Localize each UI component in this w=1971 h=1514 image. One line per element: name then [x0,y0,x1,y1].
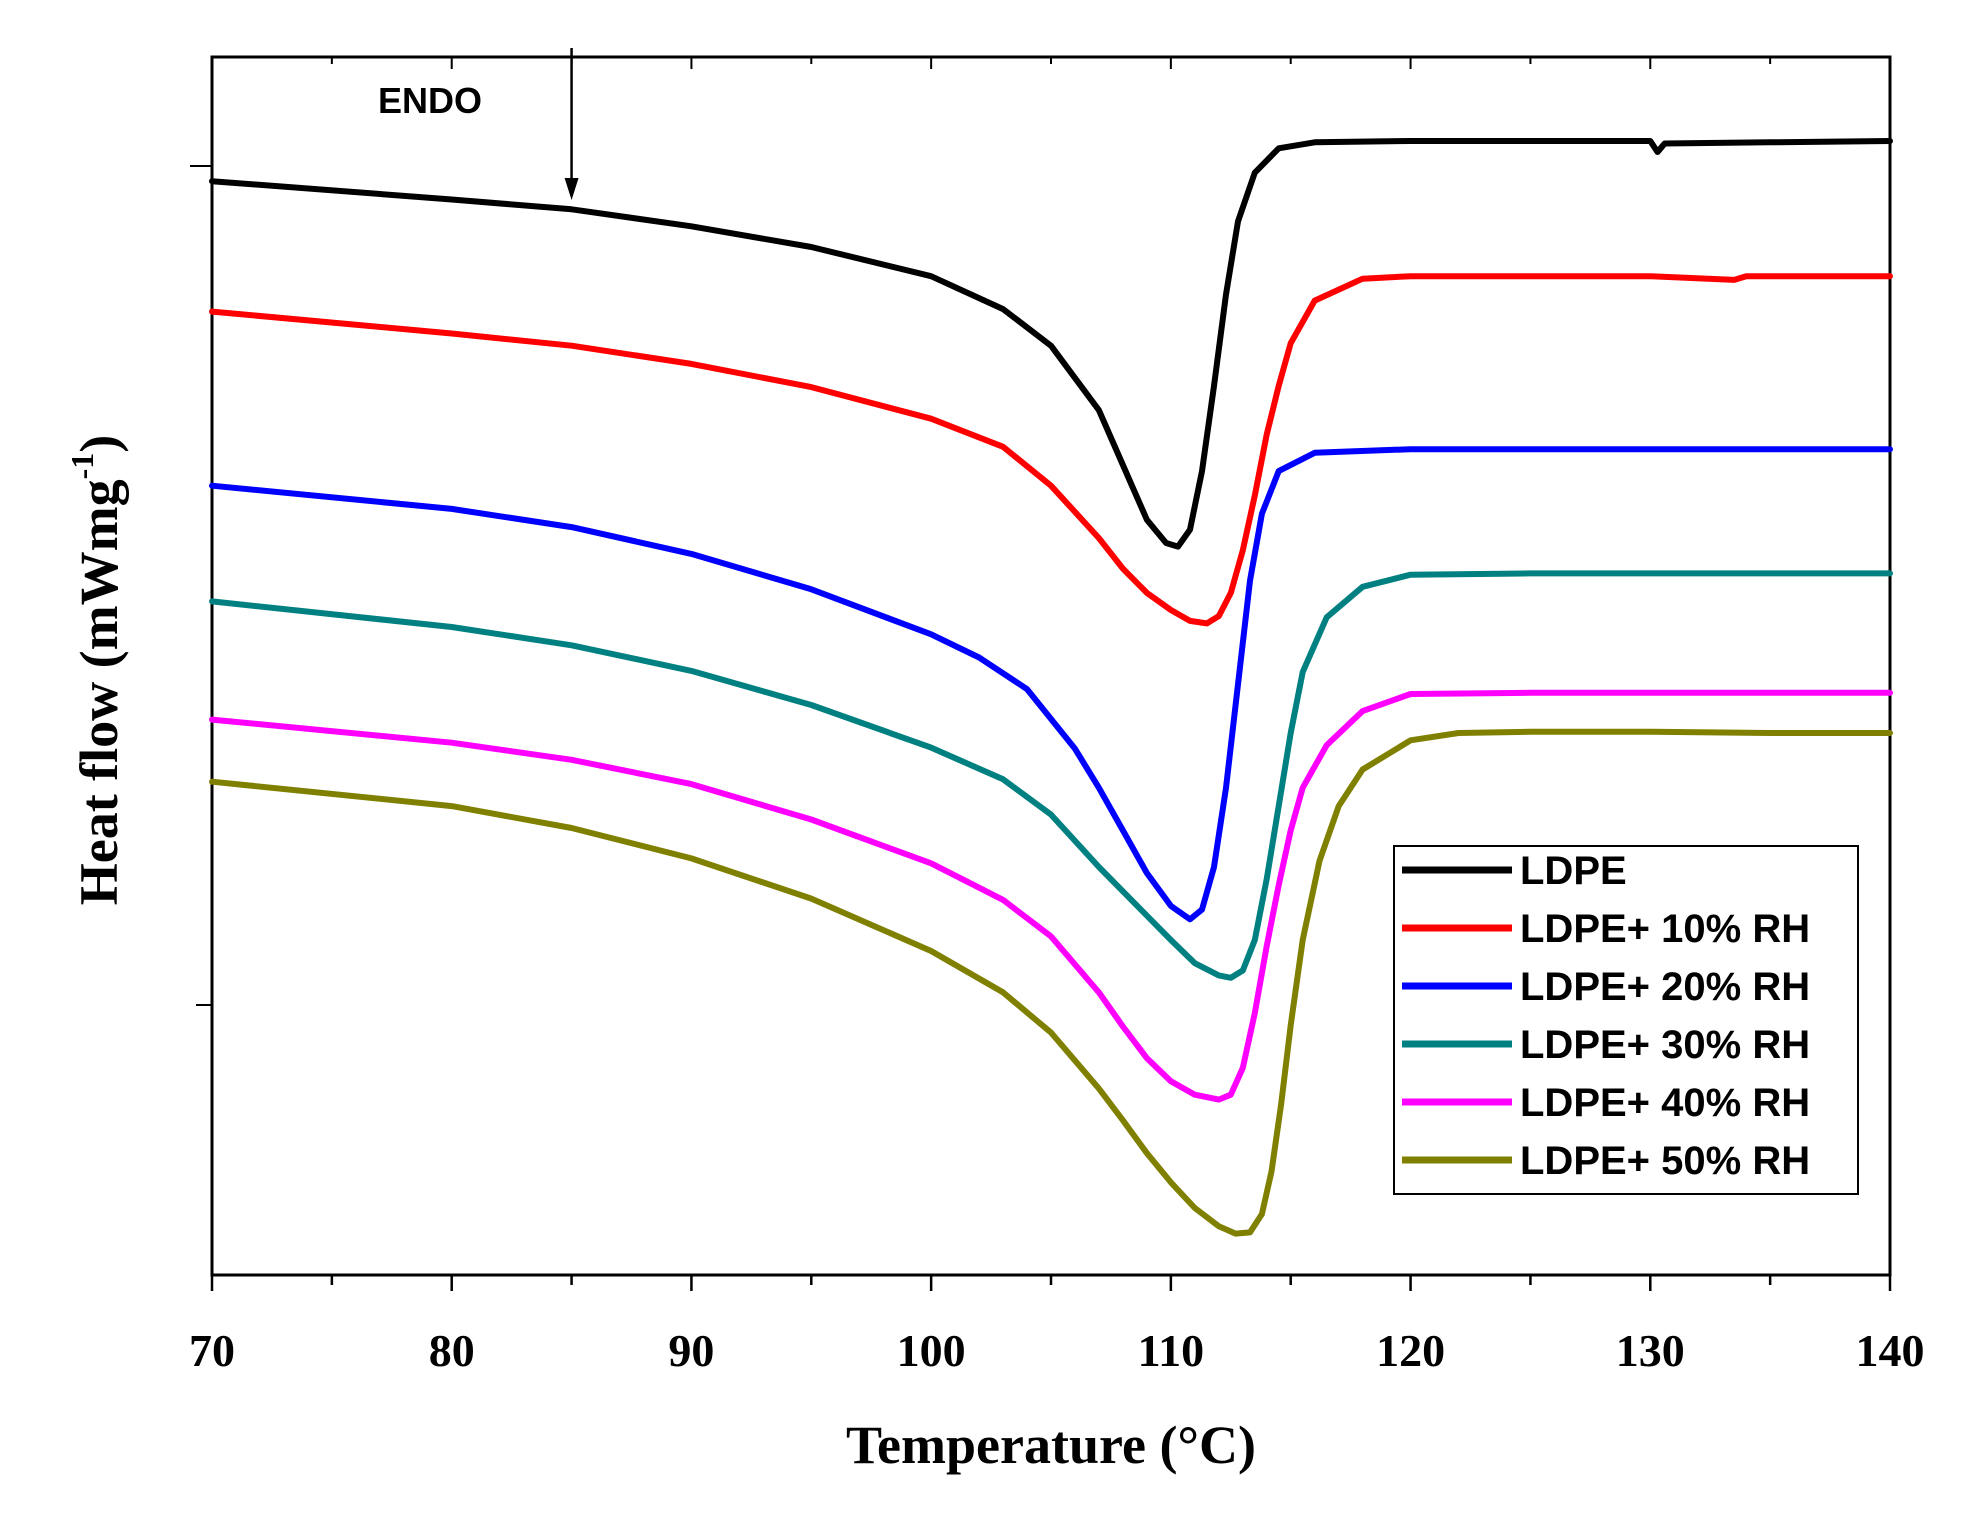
endo-annotation: ENDO [378,48,579,200]
x-tick-label: 70 [189,1325,235,1376]
series-line-2 [209,273,1893,627]
legend-label-6: LDPE+ 50% RH [1520,1139,1810,1183]
series-line-6 [209,728,1893,1237]
series-line-4 [209,570,1893,981]
y-axis-title-main: Heat flow (mWmg [69,479,129,905]
legend-box [1393,845,1859,1195]
endo-label: ENDO [378,80,482,121]
y-axis-title: Heat flow (mWmg-1) [64,435,129,906]
x-tick-label: 80 [429,1325,475,1376]
x-axis-ticks: 70 80 90 100 110 120 130 140 [189,57,1925,1376]
legend: LDPE LDPE+ 10% RH LDPE+ 20% RH LDPE+ 30% RH… [1393,845,1859,1195]
x-tick-label: 120 [1376,1325,1445,1376]
series-line-3 [209,446,1893,923]
endo-arrow-head [564,178,579,200]
x-tick-label: 140 [1856,1325,1925,1376]
x-tick-label: 90 [668,1325,714,1376]
series-line-1 [209,138,1893,550]
series-line-5 [209,689,1893,1103]
y-axis-title-sup: -1 [64,453,100,480]
x-axis-title: Temperature (°C) [846,1415,1256,1475]
legend-label-4: LDPE+ 30% RH [1520,1023,1810,1067]
legend-label-1: LDPE [1520,849,1627,893]
legend-label-3: LDPE+ 20% RH [1520,965,1810,1009]
legend-label-5: LDPE+ 40% RH [1520,1081,1810,1125]
x-tick-label: 100 [897,1325,966,1376]
x-tick-label: 110 [1138,1325,1204,1376]
series-layer [209,138,1893,1237]
legend-label-2: LDPE+ 10% RH [1520,907,1810,951]
y-axis-title-close: ) [69,435,129,453]
x-tick-label: 130 [1616,1325,1685,1376]
